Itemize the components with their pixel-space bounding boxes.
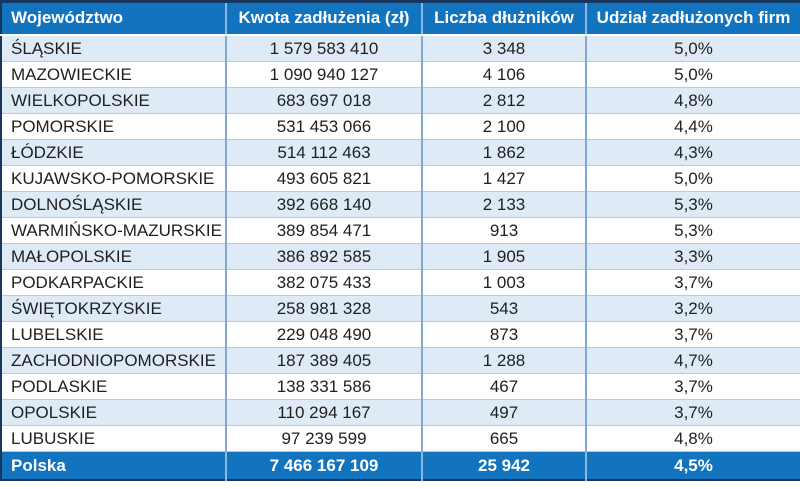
- table-row: KUJAWSKO-POMORSKIE 493 605 821 1 427 5,0…: [1, 165, 800, 192]
- column-header-voivodeship: Województwo: [1, 1, 226, 36]
- debtors-cell: 3 348: [421, 35, 586, 62]
- debtors-cell: 543: [421, 295, 586, 322]
- share-cell: 5,3%: [585, 191, 800, 218]
- table-header: Województwo Kwota zadłużenia (zł) Liczba…: [1, 1, 800, 36]
- table-row: PODLASKIE 138 331 586 467 3,7%: [1, 373, 800, 400]
- share-cell: 3,2%: [585, 295, 800, 322]
- table-row: ŚLĄSKIE 1 579 583 410 3 348 5,0%: [1, 35, 800, 62]
- table-row: ZACHODNIOPOMORSKIE 187 389 405 1 288 4,7…: [1, 347, 800, 374]
- amount-cell: 683 697 018: [225, 87, 422, 114]
- voivodeship-cell: MAŁOPOLSKIE: [1, 243, 226, 270]
- table-row: PODKARPACKIE 382 075 433 1 003 3,7%: [1, 269, 800, 296]
- share-cell: 3,7%: [585, 399, 800, 426]
- debtors-cell: 1 288: [421, 347, 586, 374]
- voivodeship-cell: WARMIŃSKO-MAZURSKIE: [1, 217, 226, 244]
- voivodeship-cell: PODKARPACKIE: [1, 269, 226, 296]
- share-cell: 3,7%: [585, 373, 800, 400]
- amount-cell: 531 453 066: [225, 113, 422, 140]
- share-cell: 5,0%: [585, 35, 800, 62]
- total-label-cell: Polska: [1, 451, 226, 480]
- share-cell: 4,4%: [585, 113, 800, 140]
- amount-cell: 382 075 433: [225, 269, 422, 296]
- amount-cell: 258 981 328: [225, 295, 422, 322]
- amount-cell: 1 579 583 410: [225, 35, 422, 62]
- column-header-debtor-count: Liczba dłużników: [421, 1, 586, 36]
- total-share-cell: 4,5%: [585, 451, 800, 480]
- debtors-cell: 2 100: [421, 113, 586, 140]
- table-row: POMORSKIE 531 453 066 2 100 4,4%: [1, 113, 800, 140]
- voivodeship-cell: ŁÓDZKIE: [1, 139, 226, 166]
- amount-cell: 514 112 463: [225, 139, 422, 166]
- amount-cell: 493 605 821: [225, 165, 422, 192]
- voivodeship-cell: WIELKOPOLSKIE: [1, 87, 226, 114]
- voivodeship-cell: ZACHODNIOPOMORSKIE: [1, 347, 226, 374]
- voivodeship-cell: PODLASKIE: [1, 373, 226, 400]
- table-footer: Polska 7 466 167 109 25 942 4,5%: [1, 451, 800, 480]
- debtors-cell: 1 862: [421, 139, 586, 166]
- table-row: MAŁOPOLSKIE 386 892 585 1 905 3,3%: [1, 243, 800, 270]
- amount-cell: 229 048 490: [225, 321, 422, 348]
- amount-cell: 138 331 586: [225, 373, 422, 400]
- share-cell: 4,8%: [585, 425, 800, 452]
- amount-cell: 386 892 585: [225, 243, 422, 270]
- amount-cell: 187 389 405: [225, 347, 422, 374]
- debtors-cell: 665: [421, 425, 586, 452]
- table-row: LUBUSKIE 97 239 599 665 4,8%: [1, 425, 800, 452]
- header-row: Województwo Kwota zadłużenia (zł) Liczba…: [1, 1, 800, 36]
- table-row: LUBELSKIE 229 048 490 873 3,7%: [1, 321, 800, 348]
- debtors-cell: 467: [421, 373, 586, 400]
- share-cell: 5,3%: [585, 217, 800, 244]
- voivodeship-cell: LUBELSKIE: [1, 321, 226, 348]
- table-body: ŚLĄSKIE 1 579 583 410 3 348 5,0% MAZOWIE…: [1, 35, 800, 452]
- debtors-cell: 1 905: [421, 243, 586, 270]
- voivodeship-cell: ŚLĄSKIE: [1, 35, 226, 62]
- debtors-cell: 913: [421, 217, 586, 244]
- table-row: ŚWIĘTOKRZYSKIE 258 981 328 543 3,2%: [1, 295, 800, 322]
- share-cell: 5,0%: [585, 61, 800, 88]
- debtors-cell: 1 427: [421, 165, 586, 192]
- debtors-cell: 1 003: [421, 269, 586, 296]
- share-cell: 3,3%: [585, 243, 800, 270]
- voivodeship-cell: OPOLSKIE: [1, 399, 226, 426]
- total-debtors-cell: 25 942: [421, 451, 586, 480]
- amount-cell: 392 668 140: [225, 191, 422, 218]
- share-cell: 4,8%: [585, 87, 800, 114]
- debtors-cell: 2 133: [421, 191, 586, 218]
- debtors-cell: 873: [421, 321, 586, 348]
- voivodeship-cell: DOLNOŚLĄSKIE: [1, 191, 226, 218]
- table-row: WARMIŃSKO-MAZURSKIE 389 854 471 913 5,3%: [1, 217, 800, 244]
- debtors-cell: 4 106: [421, 61, 586, 88]
- amount-cell: 1 090 940 127: [225, 61, 422, 88]
- voivodeship-cell: MAZOWIECKIE: [1, 61, 226, 88]
- voivodeship-cell: LUBUSKIE: [1, 425, 226, 452]
- total-row: Polska 7 466 167 109 25 942 4,5%: [1, 451, 800, 480]
- debtors-cell: 2 812: [421, 87, 586, 114]
- column-header-indebted-share: Udział zadłużonych firm: [585, 1, 800, 36]
- share-cell: 5,0%: [585, 165, 800, 192]
- voivodeship-cell: ŚWIĘTOKRZYSKIE: [1, 295, 226, 322]
- amount-cell: 97 239 599: [225, 425, 422, 452]
- column-header-debt-amount: Kwota zadłużenia (zł): [225, 1, 422, 36]
- share-cell: 4,3%: [585, 139, 800, 166]
- share-cell: 3,7%: [585, 321, 800, 348]
- debtors-cell: 497: [421, 399, 586, 426]
- table-row: MAZOWIECKIE 1 090 940 127 4 106 5,0%: [1, 61, 800, 88]
- share-cell: 4,7%: [585, 347, 800, 374]
- voivodeship-cell: KUJAWSKO-POMORSKIE: [1, 165, 226, 192]
- share-cell: 3,7%: [585, 269, 800, 296]
- total-amount-cell: 7 466 167 109: [225, 451, 422, 480]
- table-row: WIELKOPOLSKIE 683 697 018 2 812 4,8%: [1, 87, 800, 114]
- amount-cell: 389 854 471: [225, 217, 422, 244]
- table-row: OPOLSKIE 110 294 167 497 3,7%: [1, 399, 800, 426]
- voivodeship-cell: POMORSKIE: [1, 113, 226, 140]
- table-row: ŁÓDZKIE 514 112 463 1 862 4,3%: [1, 139, 800, 166]
- table-row: DOLNOŚLĄSKIE 392 668 140 2 133 5,3%: [1, 191, 800, 218]
- amount-cell: 110 294 167: [225, 399, 422, 426]
